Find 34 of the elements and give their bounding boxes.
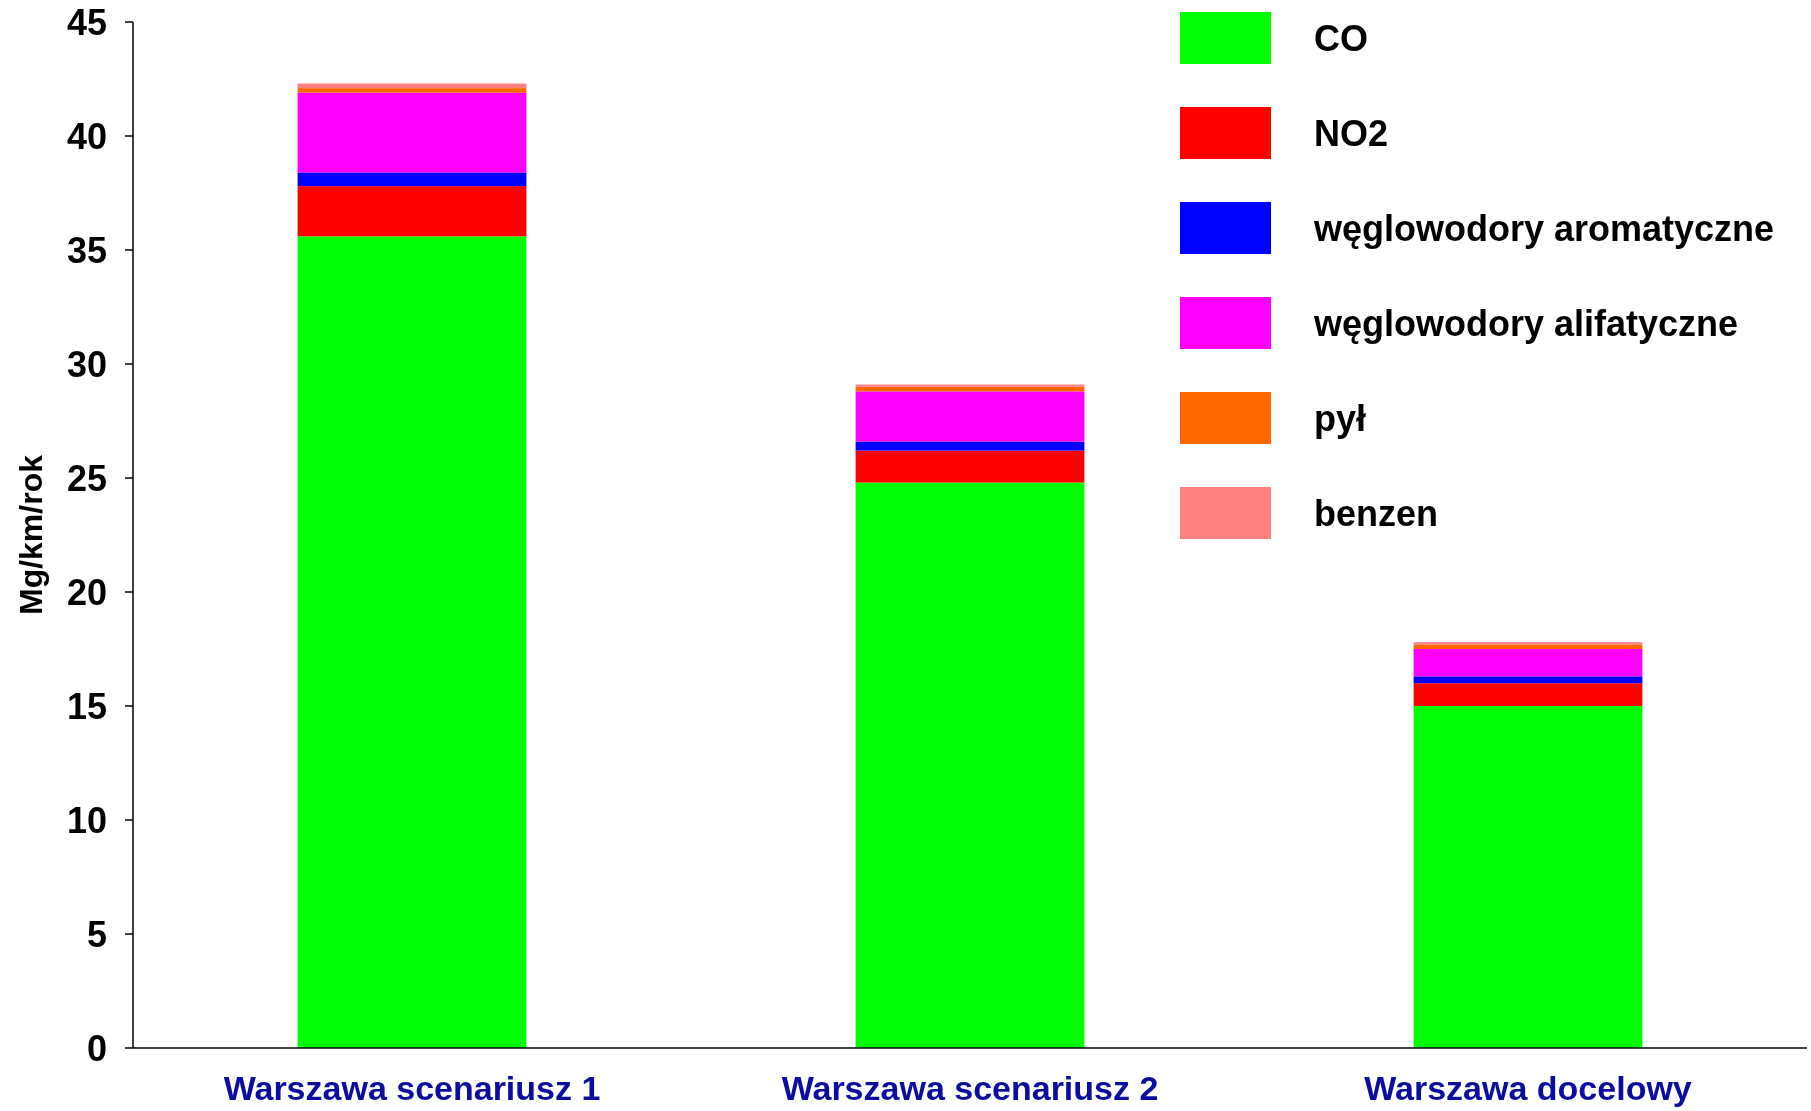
x-tick-label: Warszawa docelowy [1364, 1069, 1692, 1107]
y-tick-label: 15 [66, 685, 107, 727]
bar [297, 172, 527, 187]
y-tick-label: 25 [66, 457, 107, 499]
legend-label: węglowodory alifatyczne [1313, 302, 1739, 344]
bar [1413, 676, 1643, 684]
bar [1413, 649, 1643, 677]
y-tick-label: 0 [86, 1027, 107, 1069]
bar [855, 450, 1085, 483]
bar [855, 441, 1085, 451]
y-tick-label: 5 [86, 913, 107, 955]
bar [1413, 683, 1643, 706]
legend-label: benzen [1314, 492, 1439, 534]
legend-label: pył [1314, 397, 1367, 439]
x-tick-label: Warszawa scenariusz 1 [223, 1069, 601, 1107]
bar [1413, 706, 1643, 1048]
bar [855, 482, 1085, 1048]
y-axis-title: Mg/km/rok [13, 454, 49, 616]
bar [297, 186, 527, 237]
legend-label: NO2 [1314, 112, 1389, 154]
legend-label: węglowodory aromatyczne [1313, 207, 1775, 249]
y-tick-label: 10 [66, 799, 107, 841]
y-tick-label: 20 [66, 571, 107, 613]
y-tick-label: 40 [66, 115, 107, 157]
bar [297, 236, 527, 1048]
bar [1413, 644, 1643, 649]
bar [297, 88, 527, 93]
y-tick-label: 30 [66, 343, 107, 385]
x-tick-label: Warszawa scenariusz 2 [781, 1069, 1159, 1107]
legend-label: CO [1314, 17, 1368, 59]
y-tick-label: 45 [66, 1, 107, 43]
bar [855, 391, 1085, 442]
bar [297, 92, 527, 173]
y-tick-label: 35 [66, 229, 107, 271]
